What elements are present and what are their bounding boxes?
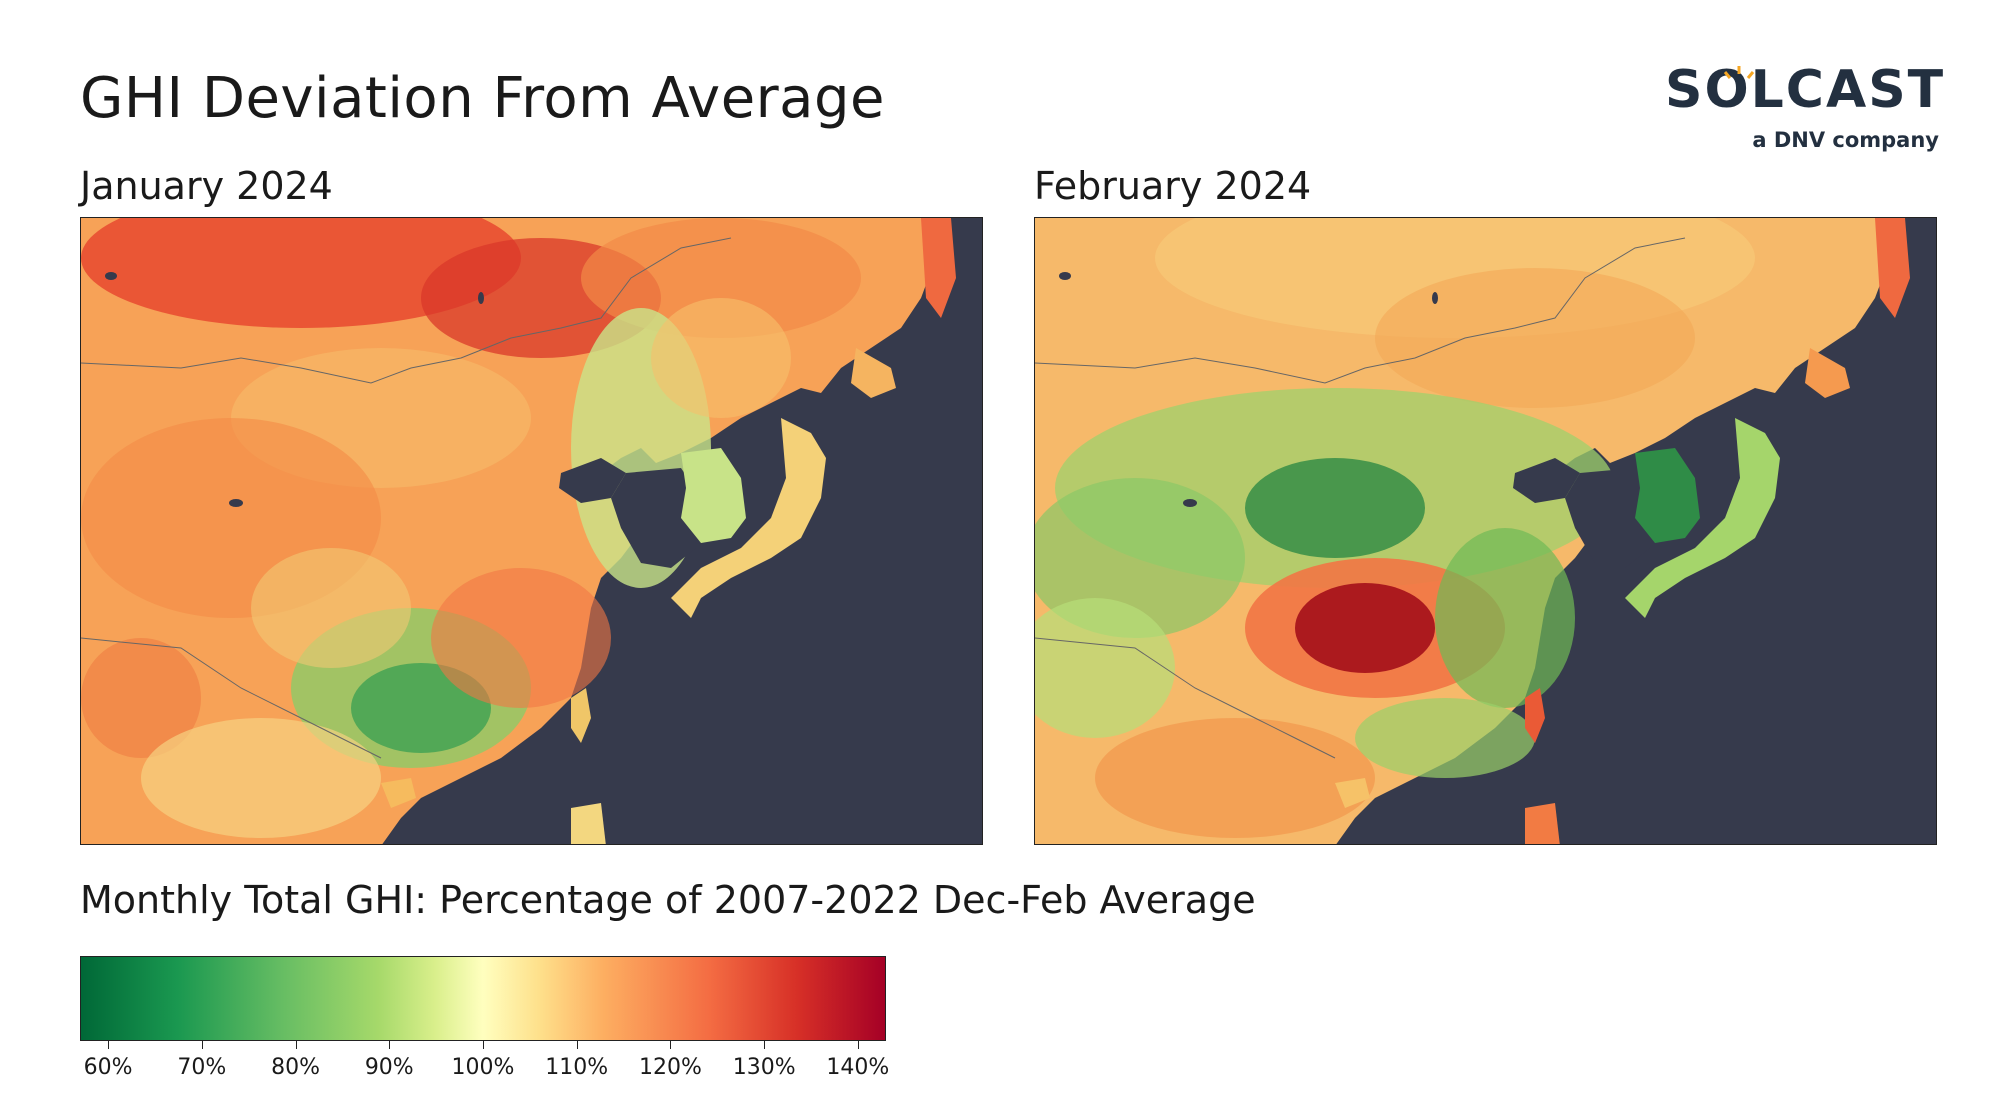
colorbar-tick <box>108 1041 110 1049</box>
colorbar-tick-label: 60% <box>83 1055 133 1080</box>
map-january <box>80 217 983 845</box>
panel-label-january: January 2024 <box>80 164 333 208</box>
page-title: GHI Deviation From Average <box>80 66 885 131</box>
korea-peninsula <box>1635 448 1700 543</box>
hainan <box>1335 778 1370 808</box>
colorbar-tick-label: 120% <box>638 1055 702 1080</box>
japan-hokkaido <box>1805 348 1850 398</box>
sakhalin <box>921 218 956 318</box>
colorbar-ticks: 60% 70% 80% 90% 100% 110% 120% 130% 140% <box>80 1041 890 1081</box>
colorbar-tick <box>389 1041 391 1049</box>
colorbar-tick-label: 110% <box>545 1055 609 1080</box>
japan-honshu <box>1625 418 1780 618</box>
colorbar-tick-label: 90% <box>364 1055 414 1080</box>
japan-honshu <box>671 418 826 618</box>
colorbar-tick-label: 140% <box>826 1055 890 1080</box>
logo-tagline: a DNV company <box>1752 128 1939 152</box>
colorbar-tick <box>670 1041 672 1049</box>
colorbar-title: Monthly Total GHI: Percentage of 2007-20… <box>80 878 1256 922</box>
colorbar-tick-label: 100% <box>451 1055 515 1080</box>
taiwan <box>1525 688 1545 743</box>
colorbar-tick <box>576 1041 578 1049</box>
colorbar-tick-label: 70% <box>177 1055 227 1080</box>
map-february <box>1034 217 1937 845</box>
colorbar-tick-label: 130% <box>732 1055 796 1080</box>
panel-label-february: February 2024 <box>1034 164 1312 208</box>
colorbar-tick <box>295 1041 297 1049</box>
colorbar-tick <box>857 1041 859 1049</box>
ocean-bohai <box>559 458 626 503</box>
colorbar-tick <box>764 1041 766 1049</box>
ocean-bohai <box>1513 458 1580 503</box>
sakhalin <box>1875 218 1910 318</box>
korea-peninsula <box>681 448 746 543</box>
colorbar-tick <box>201 1041 203 1049</box>
taiwan <box>571 688 591 743</box>
japan-hokkaido <box>851 348 896 398</box>
hainan <box>381 778 416 808</box>
luzon <box>571 803 606 844</box>
colorbar-tick <box>483 1041 484 1049</box>
solcast-logo: SOLCAST a DNV company <box>1665 48 1943 158</box>
colorbar <box>80 956 886 1041</box>
ocean-yellow-sea <box>1565 468 1655 568</box>
logo-wordmark: SOLCAST <box>1665 60 1946 120</box>
colorbar-tick-label: 80% <box>271 1055 320 1080</box>
ocean-yellow-sea <box>611 468 701 568</box>
luzon <box>1525 803 1560 844</box>
sun-icon <box>1723 66 1755 79</box>
